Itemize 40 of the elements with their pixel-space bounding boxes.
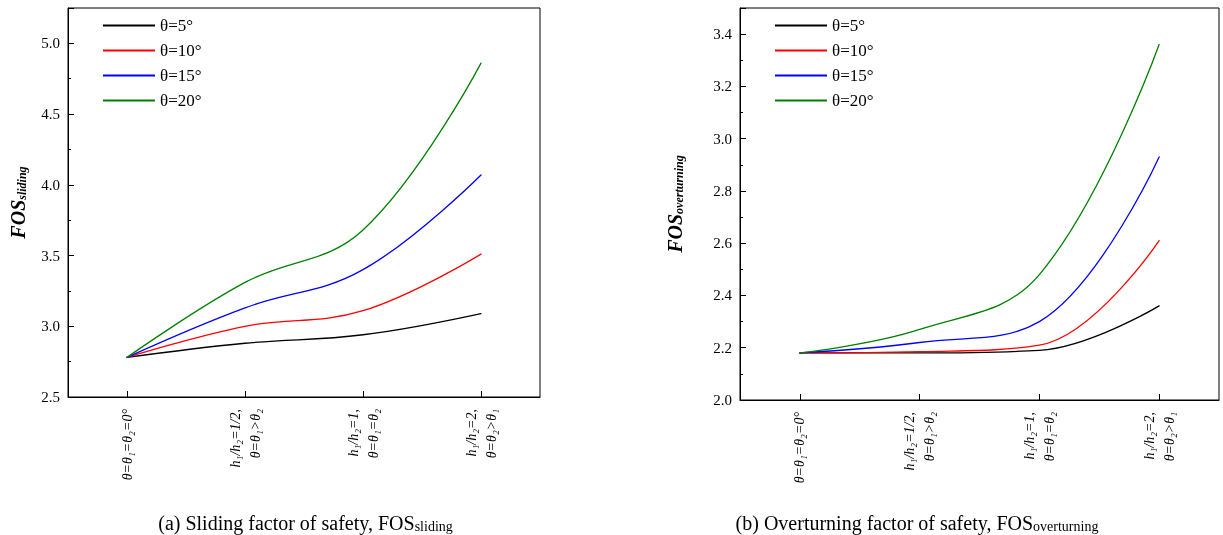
x-tick-label: h₁/h₂=1, θ=θ₁=θ₂	[345, 408, 381, 459]
y-tick-label: 3.2	[713, 78, 732, 95]
line-series	[799, 239, 1160, 354]
legend-label: θ=10°	[160, 41, 202, 60]
y-tick-label: 2.4	[713, 287, 733, 304]
x-tick-label: θ=θ₁=θ₂=0°	[119, 408, 135, 481]
y-tick-label: 5.0	[41, 35, 60, 52]
line-series	[126, 62, 482, 359]
x-tick-label: h₁/h₂=2, θ=θ₂>θ₁	[463, 409, 499, 459]
text: (b) Overturning factor of safety, FOSoverturning	[735, 512, 1099, 535]
line-series	[126, 253, 482, 359]
x-tick-label: h₁/h₂=2, θ=θ₂>θ₁	[1141, 412, 1177, 462]
text: (a) Sliding factor of safety, FOSsliding	[158, 512, 453, 535]
x-tick-label: h₁/h₂=1/2, θ=θ₁>θ₂	[227, 408, 263, 468]
y-tick-label: 4.5	[41, 106, 60, 123]
legend-label: θ=15°	[832, 66, 874, 85]
legend-label: θ=10°	[832, 41, 874, 60]
legend-label: θ=15°	[160, 66, 202, 85]
y-axis-title: FOSoverturning	[664, 155, 686, 254]
y-tick-label: 3.5	[41, 247, 60, 264]
y-tick-label: 2.0	[713, 392, 732, 408]
y-axis-title: FOSsliding	[7, 166, 29, 240]
y-tick-label: 3.0	[41, 318, 60, 335]
y-tick-label: 2.5	[41, 389, 60, 405]
y-tick-label: 3.0	[713, 130, 732, 147]
line-series	[126, 312, 482, 359]
line-series	[799, 43, 1160, 354]
y-tick-label: 2.6	[713, 235, 733, 252]
y-tick-label: 2.2	[713, 339, 732, 356]
legend-label: θ=20°	[160, 91, 202, 110]
x-tick-label: h₁/h₂=1/2, θ=θ₁>θ₂	[902, 411, 938, 471]
x-tick-label: h₁/h₂=1, θ=θ₁=θ₂	[1021, 411, 1057, 462]
x-tick-label: θ=θ₁=θ₂=0°	[792, 411, 808, 484]
y-tick-label: 3.4	[713, 26, 733, 43]
legend-label: θ=5°	[832, 16, 866, 35]
legend-label: θ=20°	[832, 91, 874, 110]
y-tick-label: 4.0	[41, 176, 60, 193]
legend-label: θ=5°	[160, 16, 194, 35]
line-series	[126, 174, 482, 359]
y-tick-label: 2.8	[713, 182, 732, 199]
